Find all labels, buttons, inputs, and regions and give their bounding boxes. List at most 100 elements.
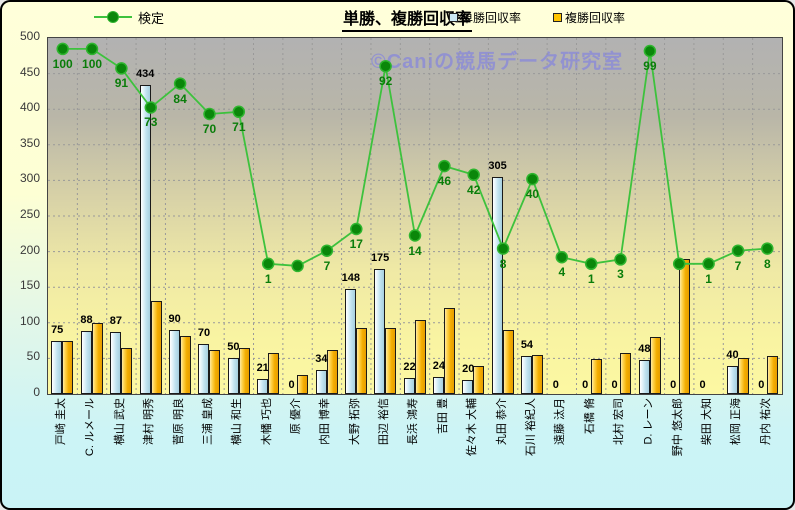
bar-value-label: 0 [699, 379, 706, 391]
bar-value-label: 34 [315, 352, 328, 365]
win-bar [433, 376, 445, 394]
win-series-swatch-icon [449, 13, 458, 22]
win-bar [403, 378, 415, 394]
line-point [291, 259, 304, 273]
bar-value-label: 20 [462, 362, 475, 375]
line-point [173, 77, 187, 90]
line-value-label: 99 [643, 59, 657, 74]
line-sample-icon [94, 11, 132, 23]
y-axis-label: 100 [19, 313, 40, 328]
bar-value-label: 70 [197, 327, 211, 340]
x-axis-label: 野中 悠太郎 [671, 398, 684, 457]
y-axis-label: 200 [19, 242, 40, 257]
x-axis-label: D. レーン [642, 398, 655, 445]
x-axis-label: 丹内 祐次 [759, 398, 772, 446]
legend-bars: 単勝回収率 複勝回収率 [449, 9, 625, 26]
x-axis-label: 吉田 豊 [436, 398, 449, 435]
place-bar [649, 337, 661, 394]
place-bar [326, 349, 338, 394]
win-bar [227, 358, 239, 394]
win-bar [168, 329, 180, 394]
line-value-label: 7 [734, 258, 742, 273]
line-value-label: 1 [587, 271, 595, 286]
line-value-label: 1 [705, 271, 712, 286]
line-point [144, 101, 158, 114]
win-bar [315, 369, 327, 394]
place-bar [532, 354, 544, 394]
x-axis-label: 戸崎 圭太 [55, 398, 68, 446]
line-point [584, 257, 598, 271]
line-point [614, 253, 627, 266]
x-axis-label: 石橋 脩 [583, 398, 596, 435]
bar-value-label: 48 [638, 342, 651, 355]
line-point [438, 159, 451, 173]
x-axis-label: 三浦 皇成 [201, 398, 214, 446]
win-bar [521, 355, 533, 394]
x-axis-label: 松岡 正海 [730, 398, 743, 446]
bar-value-label: 90 [168, 312, 181, 325]
line-point [379, 59, 392, 73]
place-bar [297, 374, 309, 394]
plot-area: ©Caniの競馬データ研究室 75 88 87 434 90 70 50 21 0 34 148 17… [47, 37, 783, 395]
place-bar [590, 359, 602, 394]
x-axis-label: 遠藤 汰月 [554, 398, 567, 446]
gridlines [48, 38, 782, 394]
line-point [731, 244, 745, 257]
win-bar [374, 269, 386, 394]
line-value-label: 70 [202, 121, 217, 136]
win-bar [80, 331, 92, 394]
line-point [232, 105, 246, 119]
bar-value-label: 148 [341, 271, 360, 284]
x-axis-label: 横山 和生 [231, 398, 244, 446]
win-bar [638, 359, 650, 394]
win-bar [110, 332, 122, 394]
line-value-label: 100 [82, 56, 103, 71]
place-bar [121, 347, 133, 394]
legend-kentei-label: 検定 [138, 10, 165, 26]
place-bar [502, 329, 514, 394]
x-axis-label: 菅原 明良 [172, 398, 185, 446]
place-bar [267, 353, 279, 394]
line-value-label: 84 [173, 91, 187, 106]
place-bar [620, 352, 632, 394]
line-value-label: 40 [525, 187, 540, 202]
line-point [115, 62, 128, 75]
bar-value-label: 54 [520, 338, 534, 351]
place-bar [473, 365, 485, 394]
line-point [408, 229, 422, 242]
x-axis-label: 田辺 裕信 [378, 398, 391, 446]
y-axis-label: 300 [19, 171, 40, 186]
bar-value-label: 88 [80, 314, 93, 327]
line-value-label: 46 [437, 174, 452, 189]
line-point [555, 250, 569, 264]
line-value-label: 17 [349, 237, 363, 252]
line-value-label: 91 [114, 76, 129, 91]
line-value-label: 14 [408, 243, 422, 258]
win-bar [462, 379, 474, 394]
y-axis-label: 150 [19, 278, 40, 293]
watermark: ©Caniの競馬データ研究室 [371, 51, 624, 73]
y-axis-label: 250 [19, 207, 40, 221]
x-axis-label: 大野 拓弥 [348, 398, 361, 446]
line-point [350, 222, 363, 236]
bar-value-label: 24 [432, 359, 445, 372]
legend-place-item: 複勝回収率 [553, 9, 625, 26]
line-point [85, 42, 99, 56]
line-point [320, 244, 334, 257]
line-value-label: 7 [323, 258, 331, 273]
legend-kentei: 検定 [94, 8, 164, 26]
bar-value-label: 0 [552, 379, 559, 391]
y-axis-label: 450 [19, 64, 40, 79]
place-bar [737, 358, 749, 394]
legend-win-item: 単勝回収率 [449, 9, 521, 26]
y-axis-label: 50 [26, 349, 40, 364]
line-value-label: 42 [467, 182, 481, 197]
bar-value-label: 50 [227, 341, 240, 354]
x-axis-label: 石川 裕紀人 [524, 398, 537, 457]
place-bar [444, 307, 456, 394]
bar-value-label: 40 [726, 348, 739, 361]
line-point [643, 44, 657, 58]
line-point [761, 242, 774, 255]
bar-value-label: 0 [670, 379, 677, 391]
x-axis-label: 丸田 恭介 [495, 398, 508, 446]
